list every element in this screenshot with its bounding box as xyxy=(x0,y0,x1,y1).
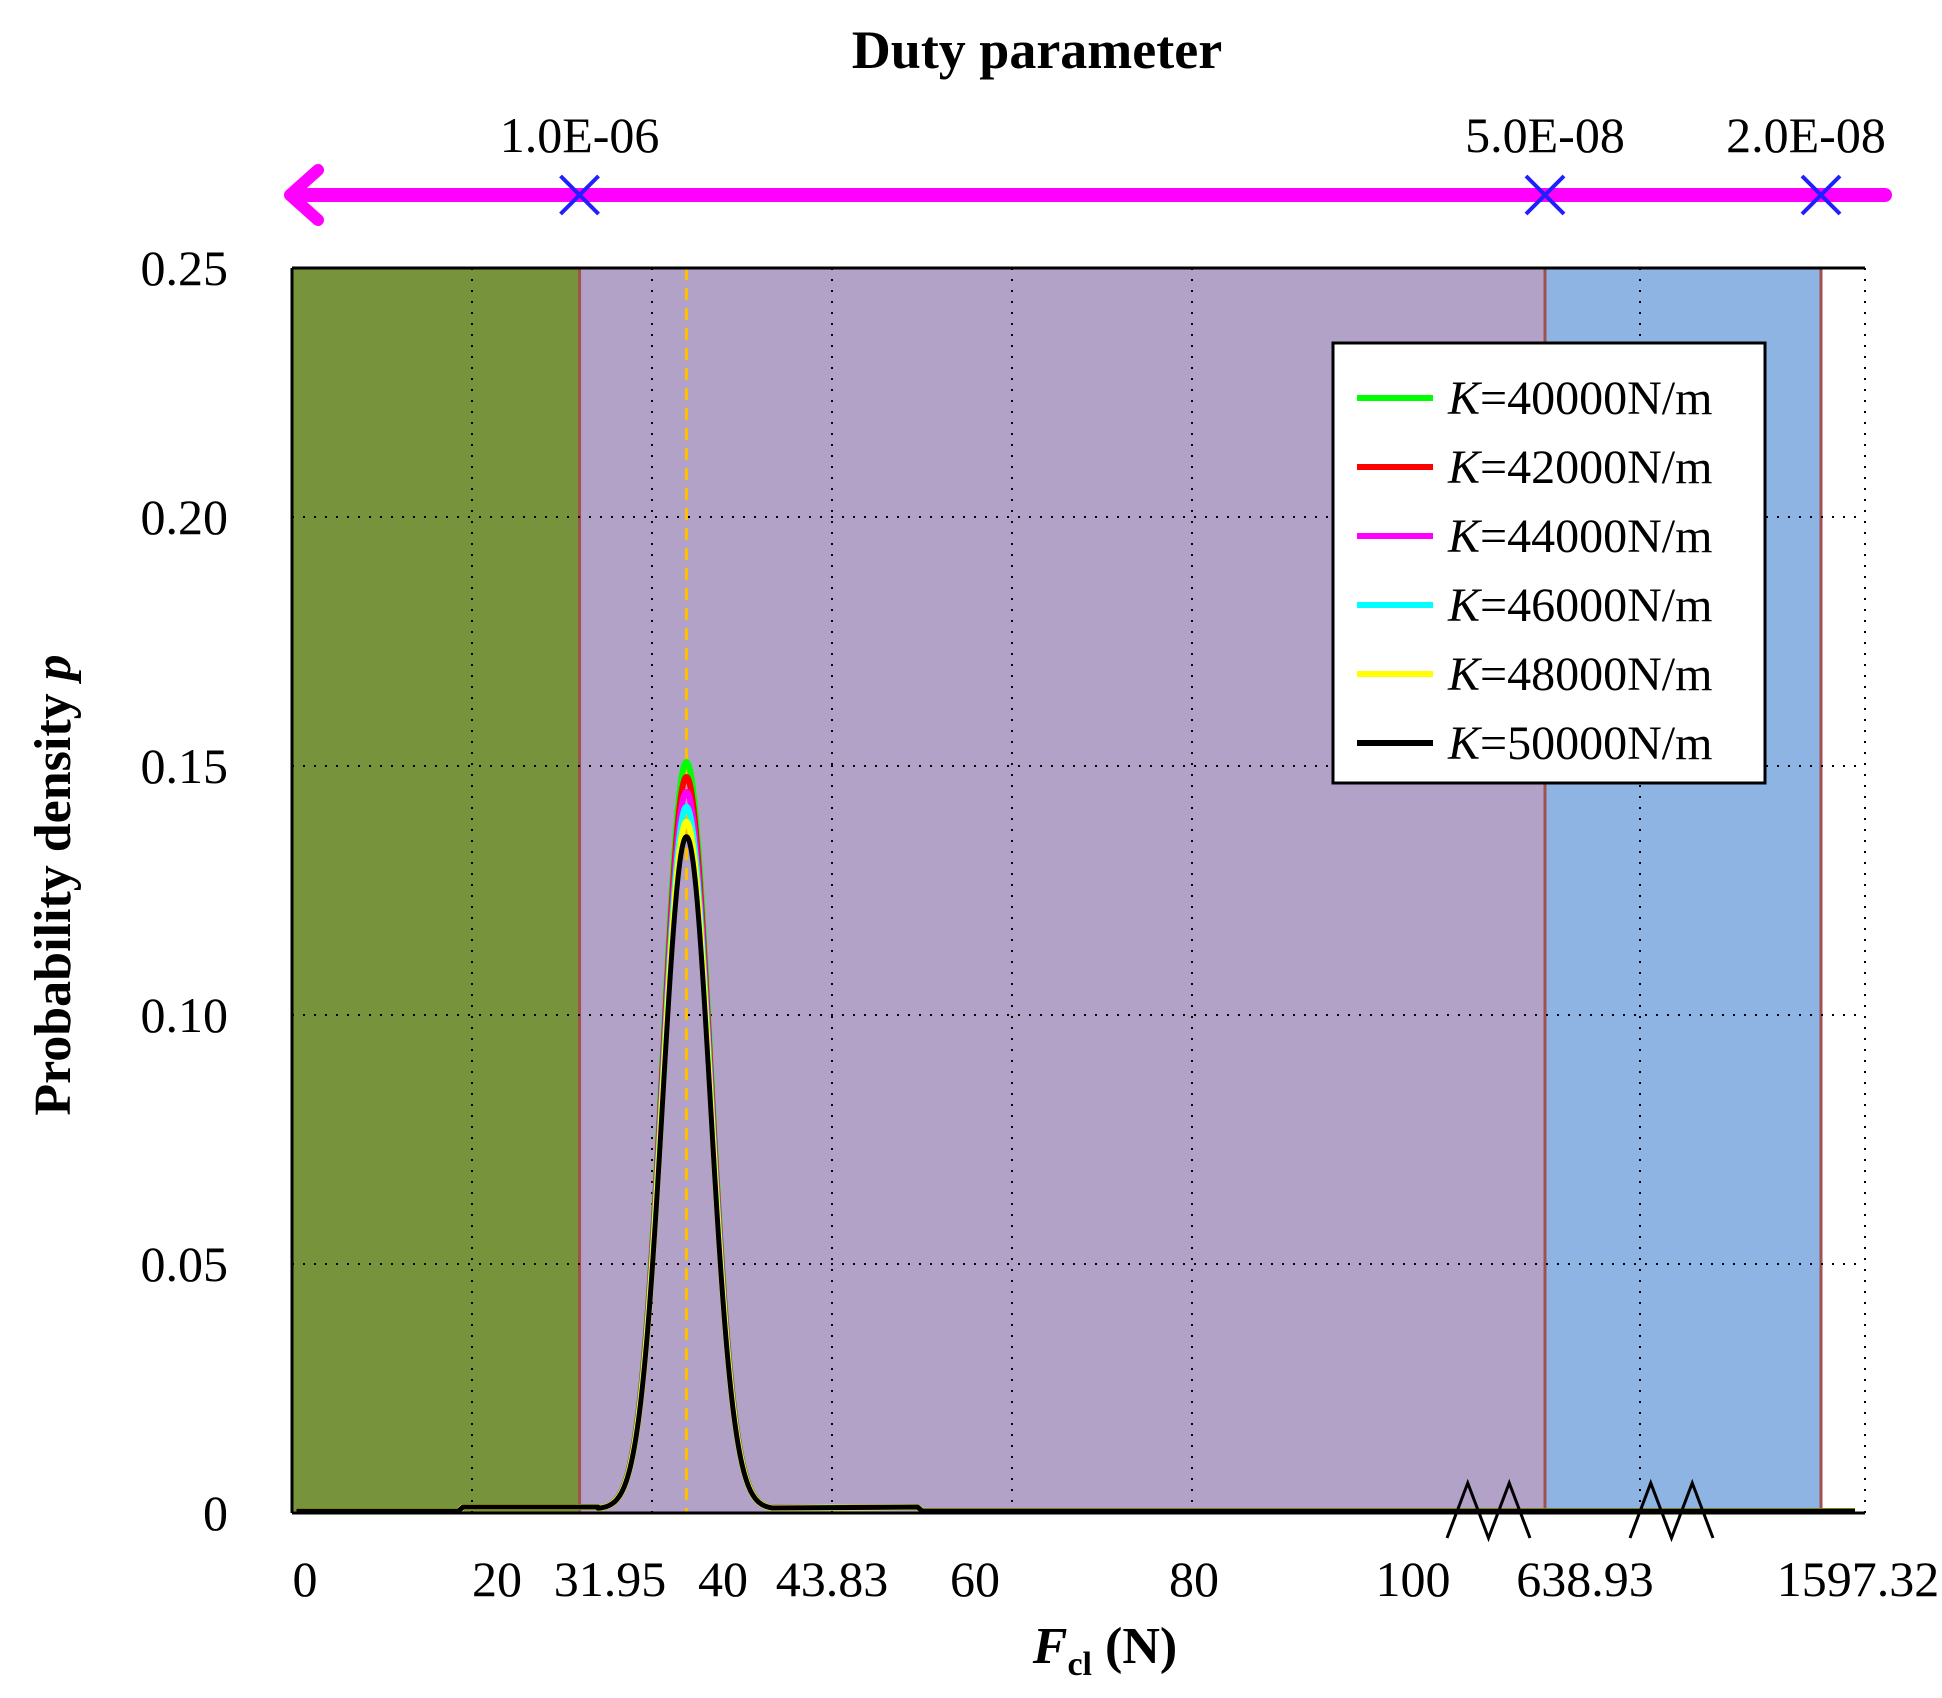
duty-marker-label: 5.0E-08 xyxy=(1465,107,1625,163)
legend-label-4: K=46000N/m xyxy=(1447,579,1712,632)
x-axis-title-symbol: F xyxy=(1032,1618,1068,1675)
y-tick-label: 0.25 xyxy=(141,240,229,296)
y-tick-label: 0 xyxy=(203,1485,228,1541)
y-tick-label: 0.20 xyxy=(141,489,229,545)
legend-label-value: =50000N/m xyxy=(1480,717,1712,770)
y-axis-title: Probability density p xyxy=(25,654,82,1115)
x-tick-label: 0 xyxy=(293,1551,318,1607)
legend-label-5: K=48000N/m xyxy=(1447,648,1712,701)
legend-box xyxy=(1331,341,1767,785)
x-tick-label: 20 xyxy=(472,1551,522,1607)
legend: K=40000N/mK=42000N/mK=44000N/mK=46000N/m… xyxy=(1331,341,1767,785)
legend-label-3: K=44000N/m xyxy=(1447,510,1712,563)
legend-label-1: K=40000N/m xyxy=(1447,372,1712,425)
x-axis-title: Fcl (N) xyxy=(1032,1618,1177,1683)
y-tick-label: 0.15 xyxy=(141,738,229,794)
legend-label-value: =46000N/m xyxy=(1480,579,1712,632)
x-tick-label: 40 xyxy=(698,1551,748,1607)
x-axis-title-unit: (N) xyxy=(1092,1618,1177,1675)
legend-label-value: =40000N/m xyxy=(1480,372,1712,425)
legend-label-6: K=50000N/m xyxy=(1447,717,1712,770)
duty-marker-1 xyxy=(559,174,600,216)
duty-parameter-axis: 1.0E-06 5.0E-08 2.0E-08 xyxy=(284,107,1892,226)
axes xyxy=(290,266,1865,1543)
legend-label-var: K xyxy=(1447,579,1483,632)
x-tick-label: 43.83 xyxy=(776,1551,889,1607)
legend-label-value: =44000N/m xyxy=(1480,510,1712,563)
y-axis-title-symbol: p xyxy=(25,654,82,684)
duty-marker-3 xyxy=(1800,174,1842,216)
y-tick-label: 0.10 xyxy=(141,987,229,1043)
legend-label-value: =42000N/m xyxy=(1480,441,1712,494)
x-tick-label: 1597.32 xyxy=(1777,1551,1940,1607)
legend-label-var: K xyxy=(1447,510,1483,563)
duty-axis-arrow-head xyxy=(284,164,324,226)
x-tick-label: 638.93 xyxy=(1516,1551,1654,1607)
duty-marker-label: 2.0E-08 xyxy=(1726,107,1886,163)
legend-label-value: =48000N/m xyxy=(1480,648,1712,701)
duty-marker-2 xyxy=(1524,174,1566,216)
legend-label-var: K xyxy=(1447,372,1483,425)
x-tick-label: 60 xyxy=(950,1551,1000,1607)
axis-break-2 xyxy=(1628,1478,1715,1543)
x-axis-title-subscript: cl xyxy=(1067,1646,1092,1683)
y-axis-title-text: Probability density xyxy=(25,680,82,1115)
legend-label-var: K xyxy=(1447,717,1483,770)
x-tick-label: 100 xyxy=(1376,1551,1451,1607)
region-band-1 xyxy=(292,268,580,1513)
y-tick-label: 0.05 xyxy=(141,1236,229,1292)
legend-label-2: K=42000N/m xyxy=(1447,441,1712,494)
series-curves xyxy=(296,759,1855,1514)
x-tick-label: 80 xyxy=(1169,1551,1219,1607)
tick-labels: 0 20 31.95 40 43.83 60 80 100 638.93 1597.32 0 0.05… xyxy=(141,240,1940,1607)
axis-break-1 xyxy=(1445,1478,1532,1543)
x-tick-label: 31.95 xyxy=(554,1551,667,1607)
legend-label-var: K xyxy=(1447,648,1483,701)
duty-marker-label: 1.0E-06 xyxy=(500,107,660,163)
legend-label-var: K xyxy=(1447,441,1483,494)
series-curve-6 xyxy=(296,834,1855,1514)
top-axis-title: Duty parameter xyxy=(852,20,1222,80)
